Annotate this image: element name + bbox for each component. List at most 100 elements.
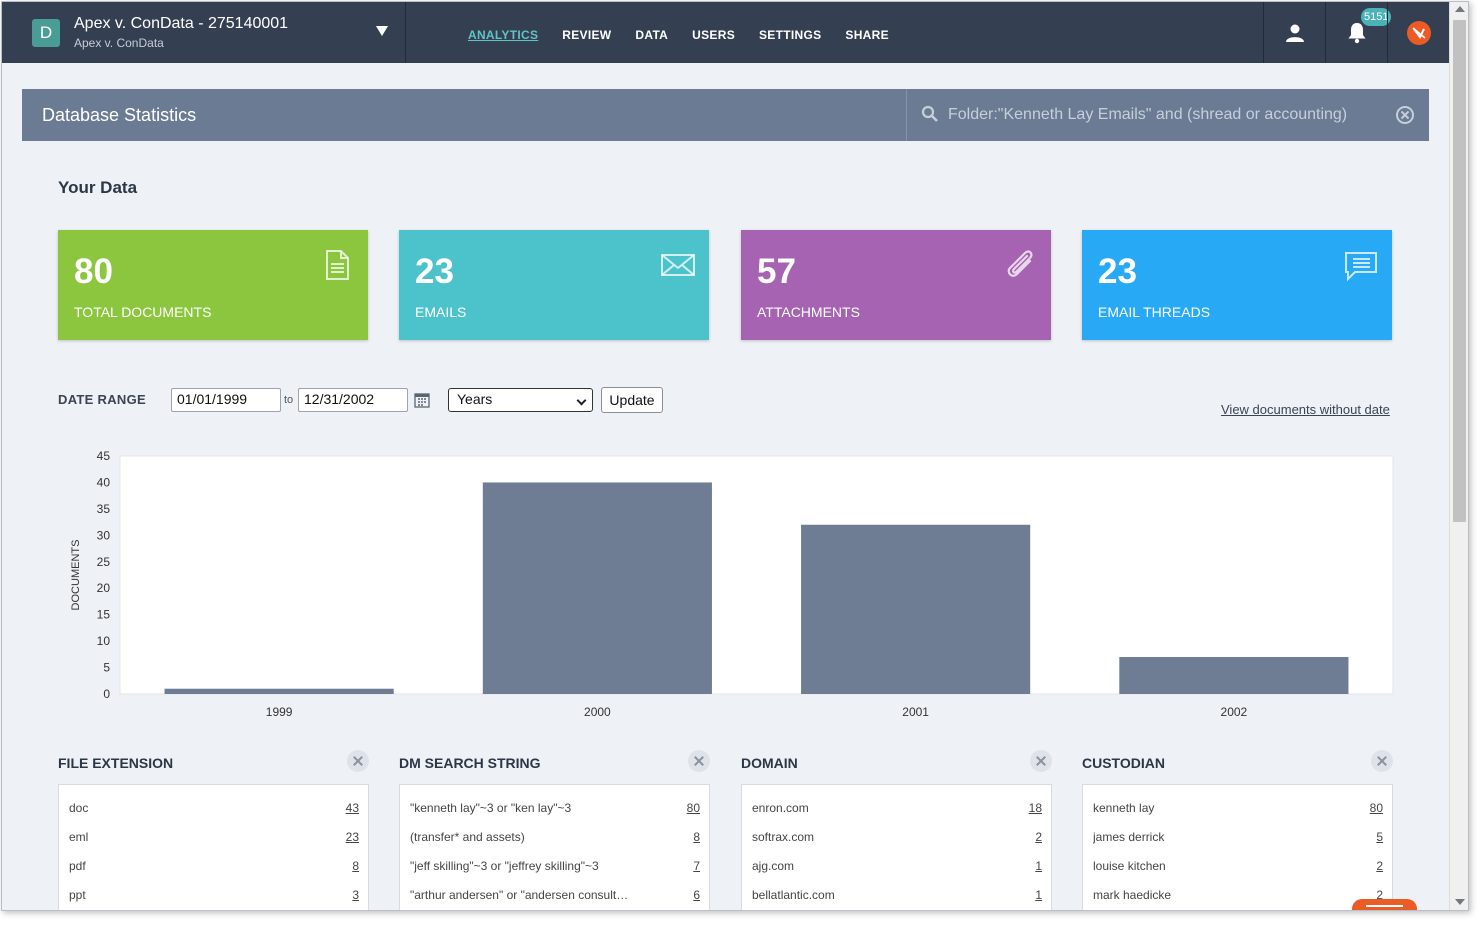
- calendar-icon[interactable]: [414, 392, 430, 408]
- list-item[interactable]: mark haedicke 2: [1093, 888, 1383, 904]
- bar-2002[interactable]: [1119, 656, 1349, 694]
- clear-search-icon[interactable]: [1396, 106, 1414, 124]
- vertical-scrollbar[interactable]: [1449, 2, 1468, 910]
- widget-title: DOMAIN: [741, 755, 798, 771]
- stat-label: ATTACHMENTS: [757, 304, 860, 320]
- list-item[interactable]: james derrick 5: [1093, 830, 1383, 846]
- item-count[interactable]: 2: [1035, 830, 1042, 844]
- close-icon[interactable]: [1371, 750, 1393, 772]
- item-count[interactable]: 3: [352, 888, 359, 902]
- widget-list: "kenneth lay"~3 or "ken lay"~3 80 (transf…: [399, 784, 710, 910]
- list-item[interactable]: "jeff skilling"~3 or "jeffrey skilling"~…: [410, 859, 700, 875]
- matter-subtitle: Apex v. ConData: [74, 36, 164, 50]
- nav-analytics[interactable]: ANALYTICS: [468, 28, 539, 42]
- item-count[interactable]: 8: [693, 830, 700, 844]
- widget-list: doc 43 eml 23 pdf 8 ppt 3: [58, 784, 369, 910]
- close-icon[interactable]: [347, 750, 369, 772]
- main-nav: ANALYTICS REVIEW DATA USERS SETTINGS SHA…: [468, 28, 889, 42]
- search-icon: [921, 105, 938, 122]
- top-icon-bar: 5151: [1263, 2, 1449, 63]
- list-item[interactable]: softrax.com 2: [752, 830, 1042, 846]
- item-count[interactable]: 7: [693, 859, 700, 873]
- x-tick-label: 2001: [902, 705, 929, 719]
- user-menu-button[interactable]: [1263, 2, 1325, 63]
- list-item[interactable]: bellatlantic.com 1: [752, 888, 1042, 904]
- widget-domain: DOMAIN enron.com 18 softrax.com 2 ajg.com 1…: [741, 746, 1052, 910]
- stat-card-attachments[interactable]: 57 ATTACHMENTS: [741, 230, 1051, 340]
- date-from-input[interactable]: 01/01/1999: [171, 388, 281, 412]
- list-item[interactable]: ajg.com 1: [752, 859, 1042, 875]
- update-button[interactable]: Update: [601, 387, 663, 413]
- list-item[interactable]: louise kitchen 2: [1093, 859, 1383, 875]
- scrollbar-thumb[interactable]: [1453, 20, 1466, 522]
- item-count[interactable]: 2: [1376, 888, 1383, 902]
- y-tick-label: 35: [97, 502, 111, 516]
- notifications-button[interactable]: 5151: [1325, 2, 1392, 63]
- item-count[interactable]: 43: [345, 801, 359, 815]
- nav-users[interactable]: USERS: [692, 28, 735, 42]
- list-item[interactable]: kenneth lay 80: [1093, 801, 1383, 817]
- item-name: james derrick: [1093, 830, 1165, 844]
- widget-list: enron.com 18 softrax.com 2 ajg.com 1 bellat…: [741, 784, 1052, 910]
- list-item[interactable]: doc 43: [69, 801, 359, 817]
- y-axis-label: DOCUMENTS: [70, 540, 82, 611]
- stat-card-total-documents[interactable]: 80 TOTAL DOCUMENTS: [58, 230, 368, 340]
- item-name: eml: [69, 830, 89, 844]
- item-count[interactable]: 2: [1376, 859, 1383, 873]
- widget-title: DM SEARCH STRING: [399, 755, 541, 771]
- stat-label: EMAIL THREADS: [1098, 304, 1211, 320]
- item-count[interactable]: 1: [1035, 888, 1042, 902]
- list-item[interactable]: ppt 3: [69, 888, 359, 904]
- search-input[interactable]: Folder:"Kenneth Lay Emails" and (shread …: [948, 106, 1348, 123]
- document-icon: [326, 250, 349, 280]
- y-tick-label: 30: [97, 528, 111, 542]
- widget-custodian: CUSTODIAN kenneth lay 80 james derrick 5 l…: [1082, 746, 1393, 910]
- list-item[interactable]: (transfer* and assets) 8: [410, 830, 700, 846]
- matter-selector[interactable]: D Apex v. ConData - 275140001 Apex v. Co…: [2, 2, 406, 63]
- widget-dm-search-string: DM SEARCH STRING "kenneth lay"~3 or "ken…: [399, 746, 710, 910]
- item-count[interactable]: 80: [686, 801, 700, 815]
- view-undated-documents-link[interactable]: View documents without date: [1221, 402, 1390, 417]
- app-menu-button[interactable]: [1387, 2, 1449, 63]
- scroll-down-arrow-icon[interactable]: [1455, 899, 1465, 905]
- bar-2001[interactable]: [801, 524, 1031, 694]
- item-count[interactable]: 6: [693, 888, 700, 902]
- item-name: (transfer* and assets): [410, 830, 525, 844]
- nav-settings[interactable]: SETTINGS: [759, 28, 822, 42]
- nav-data[interactable]: DATA: [635, 28, 669, 42]
- search-bar[interactable]: Folder:"Kenneth Lay Emails" and (shread …: [906, 89, 1429, 141]
- x-tick-label: 2000: [584, 705, 611, 719]
- item-name: "arthur andersen" or "andersen consult…: [410, 888, 629, 902]
- scroll-up-arrow-icon[interactable]: [1455, 6, 1465, 12]
- panel-header: Database Statistics Folder:"Kenneth Lay …: [22, 89, 1429, 141]
- nav-review[interactable]: REVIEW: [562, 28, 612, 42]
- item-count[interactable]: 23: [345, 830, 359, 844]
- item-count[interactable]: 18: [1028, 801, 1042, 815]
- bell-icon: [1348, 23, 1366, 44]
- close-icon[interactable]: [1030, 750, 1052, 772]
- item-count[interactable]: 1: [1035, 859, 1042, 873]
- item-count[interactable]: 5: [1376, 830, 1383, 844]
- item-count[interactable]: 8: [352, 859, 359, 873]
- stat-card-email-threads[interactable]: 23 EMAIL THREADS: [1082, 230, 1392, 340]
- close-icon[interactable]: [688, 750, 710, 772]
- stat-card-emails[interactable]: 23 EMAILS: [399, 230, 709, 340]
- granularity-select[interactable]: Years: [448, 388, 593, 412]
- list-item[interactable]: "arthur andersen" or "andersen consult… 6: [410, 888, 700, 904]
- y-tick-label: 10: [97, 634, 111, 648]
- bar-2000[interactable]: [482, 482, 712, 694]
- list-item[interactable]: "kenneth lay"~3 or "ken lay"~3 80: [410, 801, 700, 817]
- bar-1999[interactable]: [164, 688, 394, 694]
- chat-launcher-button[interactable]: [1352, 899, 1417, 910]
- chevron-down-icon[interactable]: [376, 26, 388, 36]
- date-to-label: to: [284, 394, 294, 406]
- list-item[interactable]: pdf 8: [69, 859, 359, 875]
- item-count[interactable]: 80: [1369, 801, 1383, 815]
- date-to-input[interactable]: 12/31/2002: [298, 388, 408, 412]
- app-window: D Apex v. ConData - 275140001 Apex v. Co…: [1, 1, 1469, 911]
- nav-share[interactable]: SHARE: [845, 28, 889, 42]
- list-item[interactable]: eml 23: [69, 830, 359, 846]
- widget-title: FILE EXTENSION: [58, 755, 174, 771]
- list-item[interactable]: enron.com 18: [752, 801, 1042, 817]
- top-navbar: D Apex v. ConData - 275140001 Apex v. Co…: [2, 2, 1449, 63]
